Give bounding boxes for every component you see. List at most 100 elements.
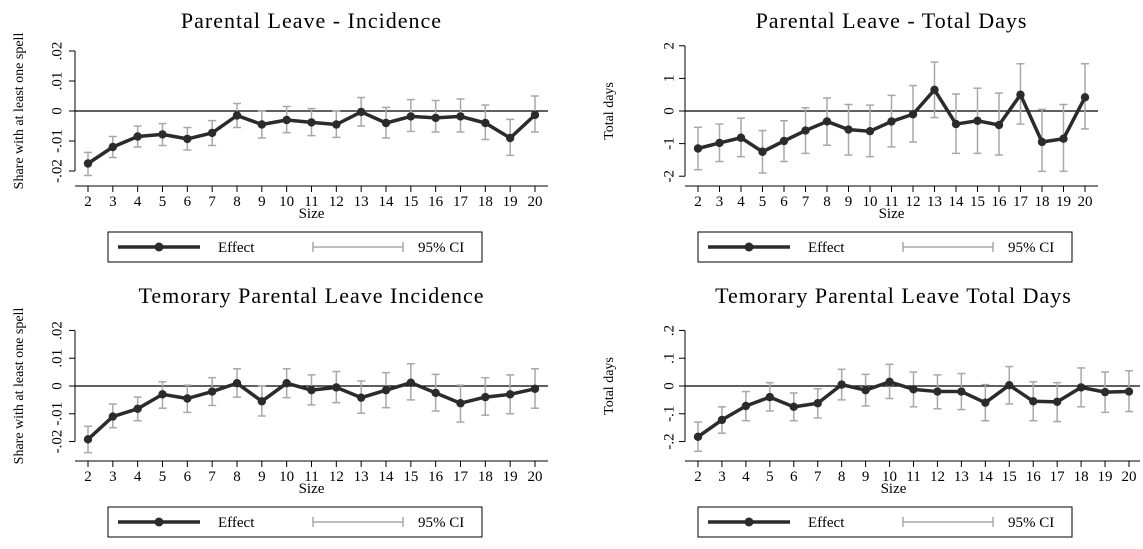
x-tick-label: 5: [759, 194, 767, 210]
effect-point: [356, 107, 366, 117]
x-tick-label: 19: [1056, 194, 1071, 210]
x-tick-label: 17: [453, 469, 469, 485]
legend: Effect 95% CI: [107, 231, 483, 263]
y-tick-label: .02: [49, 321, 65, 340]
effect-point: [741, 401, 751, 411]
effect-point: [1080, 93, 1090, 102]
legend-effect-label: Effect: [808, 515, 845, 531]
x-tick-label: 12: [906, 194, 921, 210]
x-tick-label: 16: [428, 469, 444, 485]
x-tick-label: 10: [863, 194, 878, 210]
effect-point: [282, 379, 291, 388]
legend-effect-marker: [744, 242, 754, 252]
effect-point: [715, 138, 724, 148]
effect-point: [356, 393, 366, 402]
effect-point: [456, 399, 465, 408]
x-axis-label: Size: [879, 206, 905, 222]
x-tick-label: 11: [304, 194, 318, 210]
effect-point: [861, 385, 870, 395]
legend-effect-marker: [744, 517, 754, 527]
x-tick-label: 5: [159, 194, 167, 210]
x-tick-label: 16: [1026, 469, 1042, 485]
x-tick-label: 9: [258, 469, 266, 485]
y-tick-label: .02: [49, 42, 65, 61]
y-tick-label: -.01: [49, 402, 65, 426]
effect-point: [1059, 134, 1068, 143]
effect-point: [909, 385, 918, 394]
chart-panel-4: Temorary Parental Leave Total Days -.2 -.1…: [580, 275, 1140, 549]
x-tick-label: 19: [503, 469, 518, 485]
x-tick-label: 17: [453, 194, 469, 210]
effect-point: [951, 119, 961, 129]
effect-point: [431, 388, 440, 398]
y-axis-label: Total days: [602, 357, 617, 415]
y-tick-label: -2: [661, 170, 677, 183]
legend-effect-marker: [154, 242, 164, 252]
y-tick-label: -.02: [49, 159, 65, 183]
effect-point: [530, 384, 540, 393]
x-tick-label: 8: [233, 194, 241, 210]
effect-point: [83, 159, 93, 168]
effect-point: [813, 399, 822, 408]
x-tick-label: 2: [84, 194, 92, 210]
x-tick-label: 19: [1098, 469, 1113, 485]
x-tick-label: 9: [258, 194, 266, 210]
x-axis-label: Size: [881, 481, 907, 497]
chart-panel-3: Temorary Parental Leave Incidence -.02 -.0…: [0, 275, 560, 549]
x-tick-label: 18: [1035, 194, 1050, 210]
x-tick-label: 20: [528, 194, 543, 210]
effect-point: [431, 113, 440, 123]
x-tick-label: 18: [1074, 469, 1089, 485]
x-tick-label: 2: [694, 469, 702, 485]
effect-point: [481, 118, 490, 128]
effect-point: [981, 398, 990, 407]
effect-point: [108, 412, 118, 421]
x-tick-label: 14: [379, 194, 395, 210]
effect-point: [865, 127, 875, 136]
x-tick-label: 12: [329, 469, 344, 485]
effect-point: [1016, 90, 1025, 99]
chart-panel-1: Parental Leave - Incidence -.02 -.01 0 .01 .0…: [0, 0, 560, 274]
x-tick-label: 19: [503, 194, 518, 210]
x-tick-label: 15: [403, 469, 418, 485]
x-tick-label: 13: [354, 194, 369, 210]
effect-point: [758, 147, 767, 156]
legend-effect-label: Effect: [218, 515, 255, 531]
x-axis-label: Size: [299, 481, 325, 497]
effect-point: [406, 378, 416, 387]
x-tick-label: 12: [930, 469, 945, 485]
chart-4-svg: Temorary Parental Leave Total Days -.2 -.1…: [602, 283, 1140, 538]
x-tick-label: 2: [694, 194, 702, 210]
x-tick-label: 5: [159, 469, 167, 485]
effect-point: [885, 377, 894, 387]
effect-point: [505, 390, 515, 399]
effect-point: [717, 415, 727, 425]
x-tick-label: 4: [134, 194, 142, 210]
chart-title: Temorary Parental Leave Incidence: [138, 283, 484, 308]
effect-point: [1052, 397, 1062, 407]
effect-point: [933, 387, 942, 396]
effect-point: [736, 133, 746, 142]
effect-point: [456, 112, 465, 121]
x-tick-label: 5: [766, 469, 774, 485]
x-tick-label: 8: [233, 469, 241, 485]
x-tick-label: 15: [403, 194, 418, 210]
x-tick-label: 10: [279, 194, 294, 210]
effect-point: [183, 394, 192, 403]
x-tick-label: 8: [838, 469, 846, 485]
y-tick-label: 0: [49, 382, 65, 390]
x-tick-label: 7: [208, 469, 216, 485]
x-tick-label: 14: [978, 469, 994, 485]
x-tick-label: 7: [802, 194, 810, 210]
x-tick-label: 13: [927, 194, 942, 210]
effect-point: [994, 120, 1004, 130]
legend-ci-label: 95% CI: [1008, 515, 1054, 531]
legend-effect-marker: [154, 517, 164, 527]
effect-point: [381, 385, 391, 395]
x-tick-label: 8: [823, 194, 831, 210]
chart-3-svg: Temorary Parental Leave Incidence -.02 -.0…: [12, 283, 548, 538]
effect-point: [1100, 387, 1110, 397]
x-tick-label: 6: [780, 194, 788, 210]
effect-point: [1124, 387, 1134, 396]
effect-point: [332, 383, 341, 392]
